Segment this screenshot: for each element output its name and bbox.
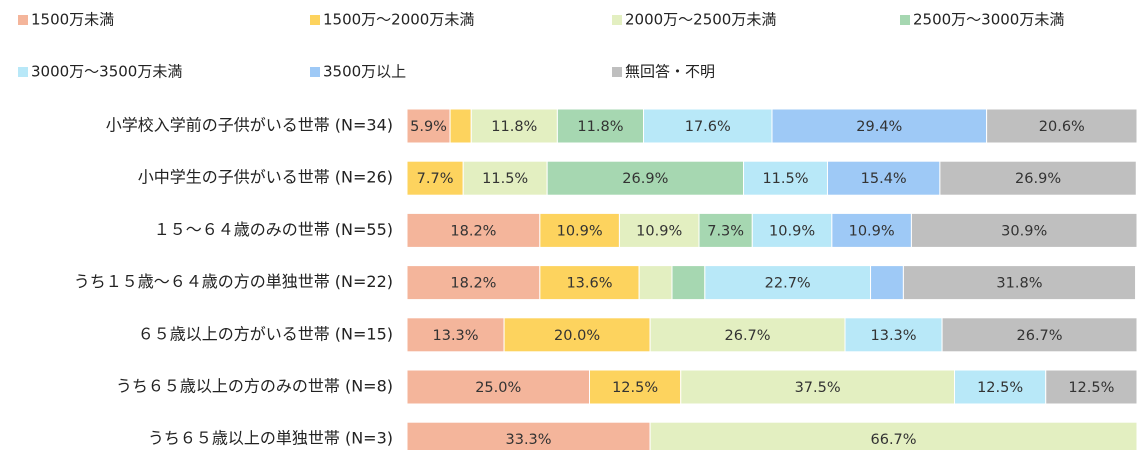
value-label: 26.9% — [622, 171, 668, 187]
bar-segment — [638, 265, 673, 301]
value-label: 11.5% — [482, 171, 528, 187]
bar-segment — [539, 265, 640, 301]
bar-segment — [406, 369, 590, 405]
legend-label: 2500万～3000万未満 — [913, 11, 1064, 29]
legend-label: 3500万以上 — [323, 63, 406, 81]
value-label: 13.3% — [871, 328, 917, 344]
bar-segment — [831, 212, 912, 248]
legend-label: 3000万～3500万未満 — [31, 63, 182, 81]
bar-segment — [870, 265, 904, 301]
legend-label: 無回答・不明 — [625, 63, 715, 81]
category-label: 小学校入学前の子供がいる世帯 (N=34) — [106, 116, 393, 135]
legend-swatch — [612, 15, 622, 25]
value-label: 29.4% — [856, 119, 902, 135]
bar-segment — [751, 212, 833, 248]
bar-segment — [941, 317, 1138, 353]
bar-segment — [462, 160, 548, 196]
value-label: 26.7% — [725, 328, 771, 344]
bar-segment — [546, 160, 745, 196]
category-label: うち６５歳以上の単独世帯 (N=3) — [148, 429, 393, 448]
value-label: 10.9% — [849, 223, 895, 239]
category-label: うち６５歳以上の方のみの世帯 (N=8) — [116, 377, 393, 396]
bar-segment — [1045, 369, 1138, 405]
bar-segment — [910, 212, 1138, 248]
legend-swatch — [310, 15, 320, 25]
bar-segment — [470, 108, 558, 144]
bar-segment — [939, 160, 1137, 196]
value-label: 13.3% — [433, 328, 479, 344]
value-label: 7.3% — [707, 223, 744, 239]
value-label: 22.7% — [765, 276, 811, 292]
value-label: 11.8% — [577, 119, 623, 135]
bar-segment — [771, 108, 988, 144]
value-label: 17.6% — [685, 119, 731, 135]
value-label: 18.2% — [450, 223, 496, 239]
bar-segment — [406, 421, 651, 450]
value-label: 37.5% — [795, 380, 841, 396]
value-label: 31.8% — [996, 276, 1042, 292]
legend-swatch — [900, 15, 910, 25]
value-label: 18.2% — [450, 276, 496, 292]
legend-swatch — [612, 67, 622, 77]
value-label: 66.7% — [871, 432, 917, 448]
value-label: 30.9% — [1001, 223, 1047, 239]
value-label: 13.6% — [566, 276, 612, 292]
legend-swatch — [18, 15, 28, 25]
category-label: ６５歳以上の方がいる世帯 (N=15) — [138, 324, 393, 343]
value-label: 12.5% — [612, 380, 658, 396]
value-label: 15.4% — [861, 171, 907, 187]
value-label: 10.9% — [769, 223, 815, 239]
bar-segment — [704, 265, 872, 301]
bar-segment — [406, 108, 451, 144]
value-label: 25.0% — [475, 380, 521, 396]
bar-segment — [743, 160, 828, 196]
value-label: 5.9% — [410, 119, 447, 135]
bar-segment — [539, 212, 620, 248]
bar-segment — [698, 212, 753, 248]
bar-segment — [406, 212, 541, 248]
bar-segment — [671, 265, 706, 301]
value-label: 10.9% — [636, 223, 682, 239]
value-label: 11.5% — [762, 171, 808, 187]
category-label: １５～６４歳のみの世帯 (N=55) — [154, 220, 393, 239]
value-label: 12.5% — [977, 380, 1023, 396]
legend-swatch — [18, 67, 28, 77]
value-label: 20.6% — [1039, 119, 1085, 135]
value-label: 11.8% — [491, 119, 537, 135]
bar-segment — [406, 160, 464, 196]
value-label: 33.3% — [506, 432, 552, 448]
bar-segment — [986, 108, 1138, 144]
bar-segment — [649, 421, 1138, 450]
legend-label: 2000万～2500万未満 — [625, 11, 776, 29]
bar-segment — [406, 265, 541, 301]
category-label: うち１５歳～６４歳の方の単独世帯 (N=22) — [74, 272, 393, 291]
bar-segment — [844, 317, 943, 353]
legend-swatch — [310, 67, 320, 77]
bar-segment — [556, 108, 645, 144]
bar-segment — [680, 369, 955, 405]
value-label: 26.9% — [1015, 171, 1061, 187]
value-label: 12.5% — [1068, 380, 1114, 396]
value-label: 10.9% — [557, 223, 603, 239]
legend-label: 1500万～2000万未満 — [323, 11, 474, 29]
value-label: 7.7% — [417, 171, 454, 187]
legend-label: 1500万未満 — [31, 11, 114, 29]
value-label: 26.7% — [1017, 328, 1063, 344]
bar-segment — [503, 317, 651, 353]
bar-segment — [449, 108, 472, 144]
category-label: 小中学生の子供がいる世帯 (N=26) — [138, 168, 393, 187]
bar-segment — [902, 265, 1137, 301]
value-label: 20.0% — [554, 328, 600, 344]
